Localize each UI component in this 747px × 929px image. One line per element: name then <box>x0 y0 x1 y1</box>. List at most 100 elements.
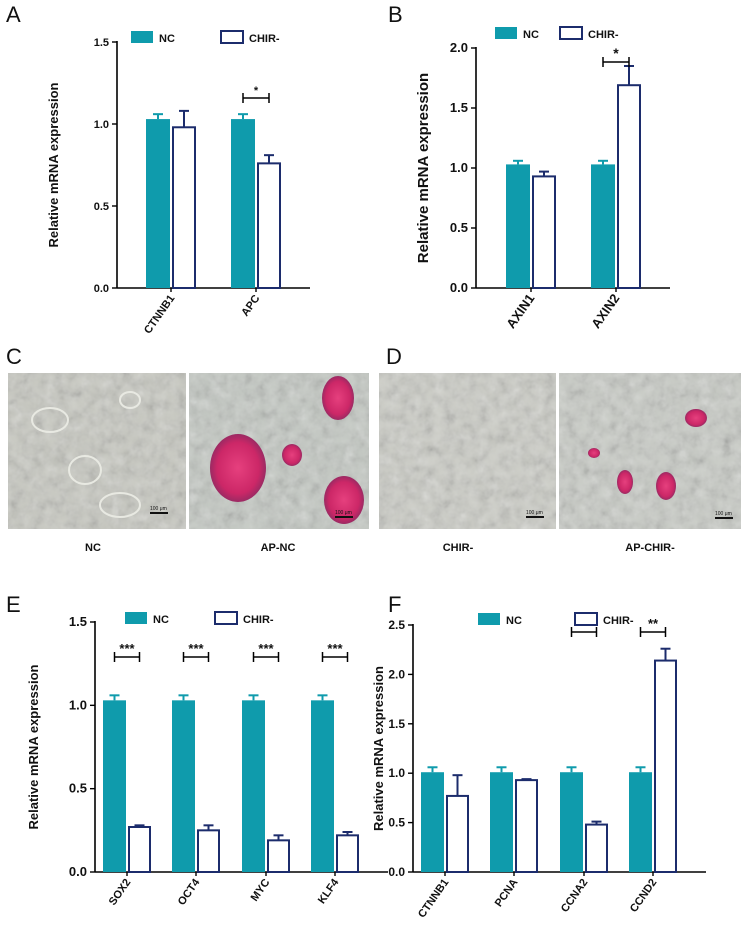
legend-swatch-nc <box>478 613 500 625</box>
x-tick-label: CTNNB1 <box>142 293 177 336</box>
y-tick-label: 0.5 <box>94 201 109 213</box>
bar-nc <box>103 700 126 872</box>
y-tick-label: 0.5 <box>69 781 87 796</box>
y-tick-label: 1.5 <box>69 614 87 629</box>
legend-label-chir: CHIR- <box>588 29 619 41</box>
panel-label-d: D <box>386 344 402 369</box>
micrograph-chir: 100 μm <box>379 373 556 529</box>
y-tick-label: 0.0 <box>450 280 468 295</box>
y-tick-label: 1.0 <box>69 697 87 712</box>
micrograph-ap-nc: 100 μm <box>189 373 369 529</box>
y-tick-label: 1.5 <box>388 717 405 731</box>
legend-swatch-nc <box>131 31 153 43</box>
bar-nc <box>172 700 195 872</box>
y-tick-label: 1.0 <box>450 160 468 175</box>
bar-nc <box>421 772 444 872</box>
bar-chir <box>257 162 281 289</box>
x-tick-label: KLF4 <box>316 876 342 906</box>
panel-label-b: B <box>388 2 403 27</box>
legend-swatch-chir <box>559 26 583 40</box>
y-tick-label: 0.0 <box>388 865 405 879</box>
bar-chir <box>267 839 290 873</box>
bar-chir <box>585 823 608 873</box>
bar-chir <box>617 84 641 289</box>
bar-nc <box>146 119 170 288</box>
scale-bar-label: 100 μm <box>526 510 543 516</box>
x-tick-label: APC <box>239 293 262 319</box>
legend-label-nc: NC <box>153 614 169 626</box>
y-tick-label: 1.5 <box>450 100 468 115</box>
x-tick-label: CTNNB1 <box>416 877 451 920</box>
chart-panel-b: 0.0 0.5 1.0 1.5 2.0 Relative mRNA expression A… <box>415 26 670 331</box>
x-tick-label: AXIN2 <box>588 291 622 331</box>
caption-ap-nc: AP-NC <box>261 542 296 554</box>
x-tick-label: SOX2 <box>107 877 134 908</box>
scale-bar-label: 100 μm <box>150 506 167 512</box>
legend-label-nc: NC <box>506 615 522 627</box>
micrograph-panel-c: 100 μm 100 μm NC AP-NC <box>8 373 369 554</box>
x-tick-label: CCND2 <box>628 877 660 915</box>
y-tick-label: 2.5 <box>388 618 405 632</box>
x-tick-label: AXIN1 <box>503 291 537 331</box>
panel-label-c: C <box>6 344 22 369</box>
significance-label: * <box>254 85 259 97</box>
x-tick-label: CCNA2 <box>559 877 591 915</box>
scale-bar-label: 100 μm <box>335 510 352 516</box>
chart-panel-a: 0.0 0.5 1.0 1.5 Relative mRNA expression CTNN… <box>46 30 310 336</box>
chart-panel-f: 0.0 0.5 1.0 1.5 2.0 2.5 Relative mRNA expressi… <box>371 612 706 920</box>
significance-label: *** <box>119 641 135 656</box>
bar-chir <box>446 794 469 874</box>
bar-nc <box>506 164 530 288</box>
legend-swatch-nc <box>495 27 517 39</box>
legend-swatch-chir <box>214 611 238 625</box>
bar-chir <box>128 826 151 873</box>
bar-chir <box>336 834 359 873</box>
micrograph-ap-chir: 100 μm <box>559 373 741 529</box>
y-tick-label: 1.0 <box>388 766 405 780</box>
panel-label-e: E <box>6 592 21 617</box>
y-tick-label: 2.0 <box>388 667 405 681</box>
micrograph-nc: 100 μm <box>8 373 186 529</box>
bar-chir <box>172 126 196 289</box>
y-axis-label: Relative mRNA expression <box>371 666 386 831</box>
bar-chir <box>654 659 677 873</box>
legend-label-chir: CHIR- <box>249 33 280 45</box>
legend-swatch-chir <box>220 30 244 44</box>
chart-panel-e: 0.0 0.5 1.0 1.5 Relative mRNA expression SOX2… <box>26 611 388 908</box>
legend-swatch-nc <box>125 612 147 624</box>
caption-chir: CHIR- <box>443 542 474 554</box>
y-tick-label: 0.5 <box>450 220 468 235</box>
caption-nc: NC <box>85 542 101 554</box>
legend-label-nc: NC <box>523 29 539 41</box>
bar-nc <box>629 772 652 872</box>
x-tick-label: MYC <box>249 877 273 904</box>
y-axis-label: Relative mRNA expression <box>46 82 61 247</box>
y-tick-label: 2.0 <box>450 40 468 55</box>
legend-label-chir: CHIR- <box>243 614 274 626</box>
x-tick-label: OCT4 <box>176 876 203 908</box>
bar-nc <box>591 164 615 288</box>
significance-label: *** <box>188 641 204 656</box>
significance-label: ** <box>648 616 659 631</box>
panel-label-f: F <box>388 592 401 617</box>
bar-chir <box>515 779 538 874</box>
bar-nc <box>311 700 334 872</box>
x-tick-label: PCNA <box>493 877 521 909</box>
bar-nc <box>242 700 265 872</box>
legend-swatch-chir <box>574 612 598 626</box>
significance-label: *** <box>327 641 343 656</box>
y-tick-label: 0.5 <box>388 816 405 830</box>
bar-nc <box>560 772 583 872</box>
y-tick-label: 0.0 <box>94 283 109 295</box>
significance-label: * <box>613 45 619 61</box>
y-tick-label: 1.0 <box>94 119 109 131</box>
panel-label-a: A <box>6 2 21 27</box>
scale-bar-label: 100 μm <box>715 511 732 517</box>
legend-label-nc: NC <box>159 33 175 45</box>
legend-label-chir: CHIR- <box>603 615 634 627</box>
significance-label: *** <box>258 641 274 656</box>
caption-ap-chir: AP-CHIR- <box>625 542 675 554</box>
bar-chir <box>197 829 220 873</box>
bar-nc <box>231 119 255 288</box>
y-axis-label: Relative mRNA expression <box>415 73 432 263</box>
